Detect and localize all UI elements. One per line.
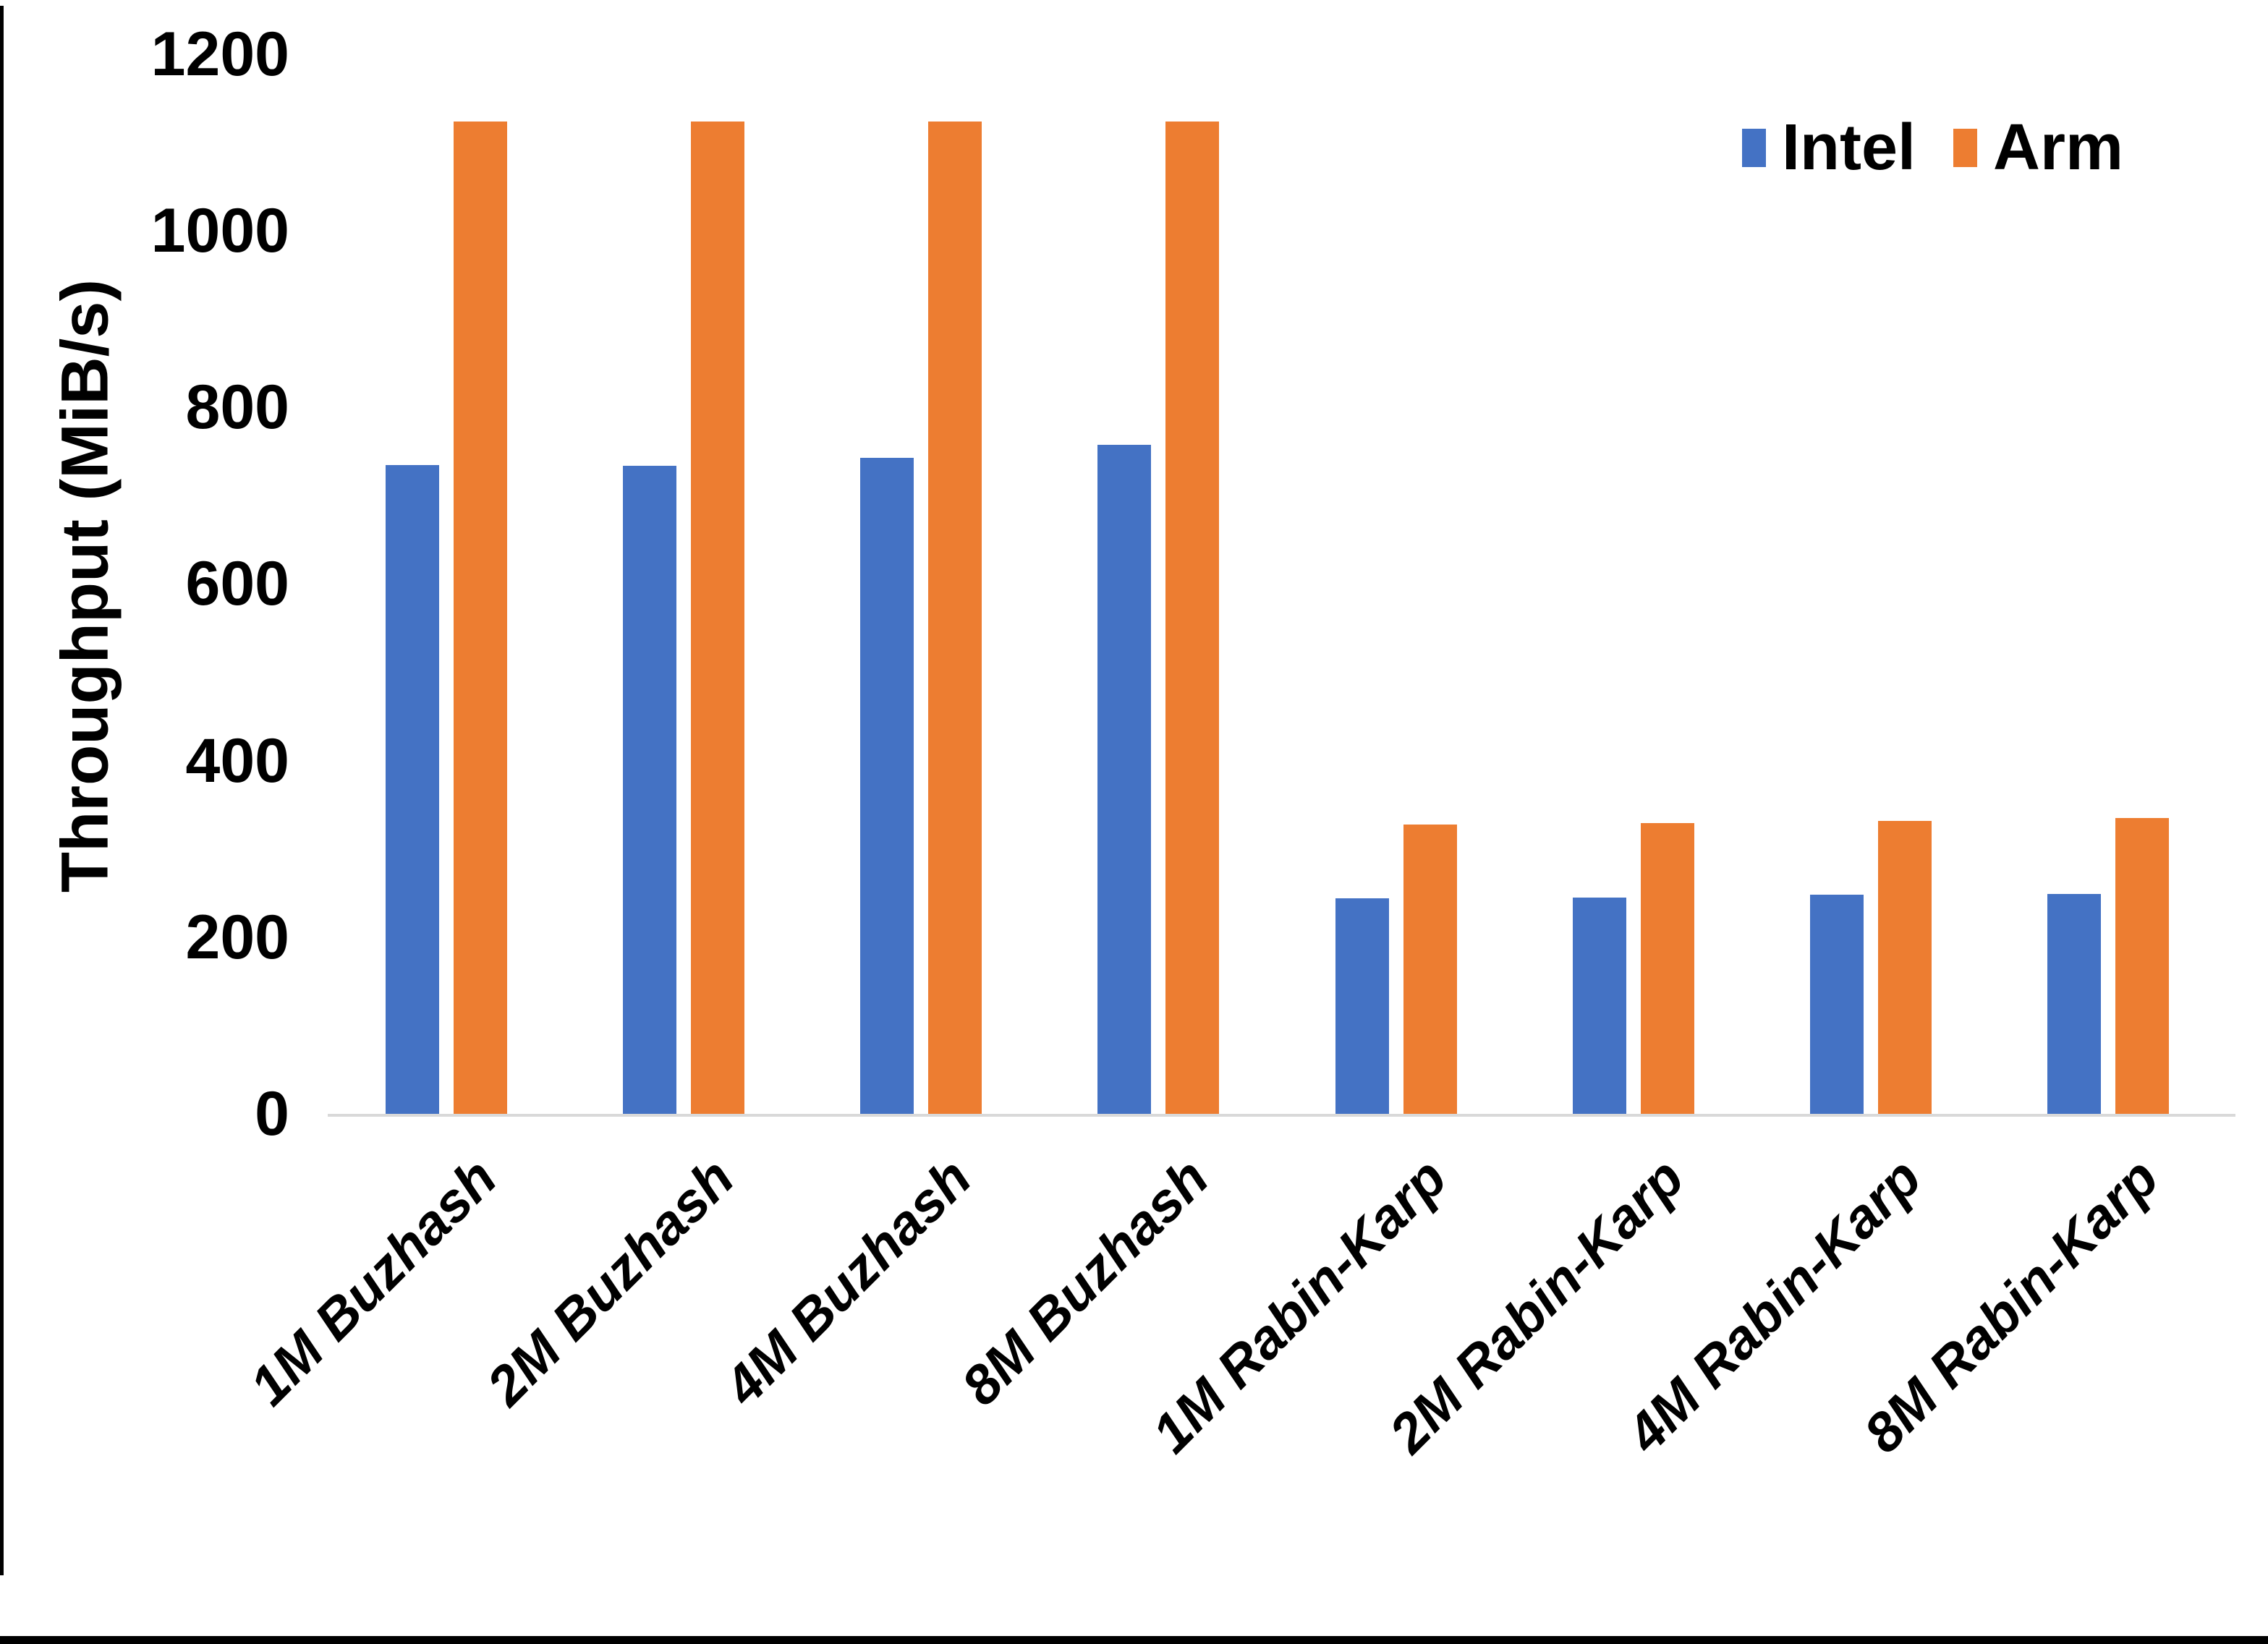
bar-arm-2m-rabin-karp xyxy=(1640,823,1694,1114)
intel-series-swatch-icon xyxy=(1742,129,1766,167)
x-axis-line xyxy=(328,1114,2235,1117)
bar-intel-1m-buzhash xyxy=(386,465,440,1114)
y-tick-label: 0 xyxy=(255,1079,289,1149)
x-axis-label: 8M Buzhash xyxy=(950,1146,1221,1418)
bar-intel-8m-rabin-karp xyxy=(2047,894,2101,1114)
bar-arm-4m-buzhash xyxy=(928,122,982,1114)
legend-item-intel: Intel xyxy=(1742,110,1916,186)
arm-series-swatch-icon xyxy=(1953,129,1978,167)
y-tick-label: 600 xyxy=(185,549,290,618)
y-tick-label: 400 xyxy=(185,726,290,796)
page-left-border xyxy=(0,6,4,1575)
plot-area xyxy=(328,54,2227,1114)
bar-arm-8m-buzhash xyxy=(1165,122,1220,1114)
bar-arm-1m-buzhash xyxy=(454,122,508,1114)
bar-arm-8m-rabin-karp xyxy=(2115,818,2169,1114)
y-tick-label: 1000 xyxy=(150,196,289,265)
x-axis-label: 2M Buzhash xyxy=(475,1146,746,1418)
bar-intel-1m-rabin-karp xyxy=(1335,898,1389,1114)
bar-arm-4m-rabin-karp xyxy=(1877,821,1932,1114)
x-axis-label: 4M Buzhash xyxy=(713,1146,984,1418)
legend-item-arm: Arm xyxy=(1953,110,2123,186)
bar-intel-4m-rabin-karp xyxy=(1809,895,1864,1114)
page-bottom-border xyxy=(0,1636,2268,1644)
y-tick-label: 200 xyxy=(185,903,290,972)
legend: Intel Arm xyxy=(1742,110,2123,186)
bar-arm-2m-buzhash xyxy=(691,122,745,1114)
bar-intel-2m-buzhash xyxy=(623,466,677,1114)
x-axis-label: 1M Buzhash xyxy=(238,1146,509,1418)
legend-label-intel: Intel xyxy=(1782,111,1916,184)
legend-label-arm: Arm xyxy=(1993,111,2124,184)
y-tick-label: 1200 xyxy=(150,20,289,89)
bar-intel-8m-buzhash xyxy=(1097,445,1152,1114)
y-tick-label: 800 xyxy=(185,372,290,442)
bar-intel-4m-buzhash xyxy=(860,458,914,1114)
bar-intel-2m-rabin-karp xyxy=(1572,898,1626,1114)
bar-arm-1m-rabin-karp xyxy=(1403,825,1457,1114)
